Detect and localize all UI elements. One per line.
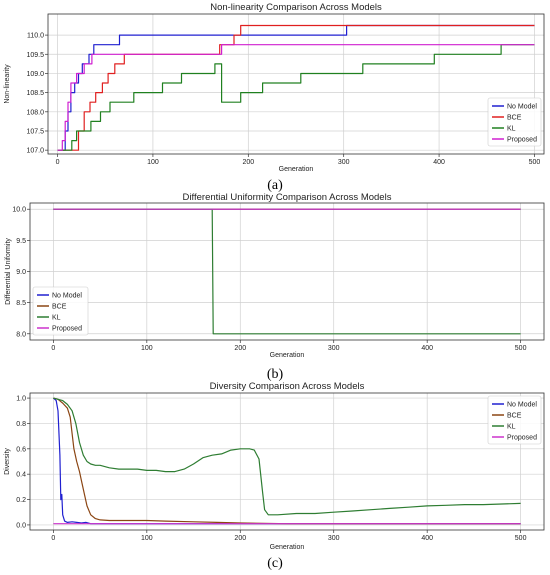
x-axis-label: Generation (279, 166, 314, 173)
y-tick-label: 9.0 (16, 269, 26, 276)
legend-entry: BCE (507, 413, 522, 420)
x-tick-label: 500 (515, 535, 527, 542)
series-line-kl (53, 397, 521, 516)
x-axis-label: Generation (270, 544, 305, 551)
x-tick-label: 200 (234, 535, 246, 542)
legend-entry: No Model (507, 104, 537, 111)
x-tick-label: 0 (51, 345, 55, 352)
chart-panel-0: 0 100 200 300 400 500 107.0 107.5 108.0 108.5 109.… (4, 2, 545, 193)
y-tick-label: 108.0 (26, 109, 44, 116)
legend-entry: Proposed (507, 435, 537, 442)
plot-frame (47, 13, 545, 155)
x-tick-label: 100 (141, 535, 153, 542)
x-tick-label: 0 (56, 159, 60, 166)
y-tick-label: 107.5 (26, 128, 44, 135)
x-axis-label: Generation (270, 352, 305, 359)
legend-box (487, 395, 542, 445)
series-line-proposed (57, 44, 535, 151)
y-axis-label: Non-linearity (4, 64, 11, 104)
legend: No Model BCE KL Proposed (487, 97, 542, 147)
series-group (53, 208, 521, 335)
plot-area (30, 393, 544, 530)
x-tick-label: 200 (234, 345, 246, 352)
chart-title: Differential Uniformity Comparison Acros… (183, 192, 392, 203)
y-tick-label: 109.0 (26, 71, 44, 78)
y-axis-label: Diversity (4, 448, 11, 475)
y-tick-label: 110.0 (27, 33, 44, 40)
series-group (57, 24, 535, 151)
y-tick-label: 108.5 (26, 90, 44, 97)
y-tick-label: 109.5 (26, 52, 44, 59)
y-tick-label: 1.0 (16, 396, 26, 403)
y-tick-label: 0.6 (16, 446, 26, 453)
x-tick-label: 300 (338, 159, 350, 166)
chart-panel-2: 0 100 200 300 400 500 0.0 0.2 0.4 0.6 0.8 1.0 Divers… (4, 381, 545, 571)
legend-entry: KL (52, 315, 61, 322)
plot-frame (29, 392, 545, 531)
legend-box (487, 97, 542, 147)
x-tick-label: 500 (529, 159, 541, 166)
legend-entry: BCE (52, 304, 67, 311)
series-line-bce (53, 397, 521, 525)
series-line-kl (57, 44, 535, 151)
y-tick-label: 0.4 (16, 472, 26, 479)
x-tick-label: 100 (147, 159, 159, 166)
legend: No Model BCE KL Proposed (32, 286, 89, 336)
x-tick-label: 300 (328, 345, 340, 352)
legend-entry: No Model (52, 293, 82, 300)
panel-label: (a) (267, 178, 283, 193)
chart-panel-1: 0 100 200 300 400 500 8.0 8.5 9.0 9.5 10.0 Differen… (5, 192, 545, 382)
plot-frame (29, 202, 545, 341)
legend-entry: No Model (507, 402, 537, 409)
y-tick-label: 9.5 (16, 238, 26, 245)
legend: No Model BCE KL Proposed (487, 395, 542, 445)
y-tick-label: 10.0 (12, 207, 26, 214)
y-tick-label: 8.0 (16, 331, 26, 338)
y-tick-label: 107.0 (26, 148, 44, 155)
x-tick-label: 300 (328, 535, 340, 542)
panel-label: (b) (267, 367, 284, 382)
y-tick-label: 8.5 (16, 300, 26, 307)
chart-title: Non-linearity Comparison Across Models (210, 2, 382, 13)
x-tick-label: 200 (242, 159, 254, 166)
x-tick-label: 500 (515, 345, 527, 352)
legend-entry: BCE (507, 115, 522, 122)
y-tick-label: 0.0 (16, 522, 26, 529)
y-axis-label: Differential Uniformity (5, 238, 12, 305)
x-tick-label: 400 (433, 159, 445, 166)
series-line-no-model (53, 397, 521, 525)
series-group (53, 397, 521, 525)
x-tick-label: 400 (421, 345, 433, 352)
legend-box (32, 286, 89, 336)
x-tick-label: 100 (141, 345, 153, 352)
y-tick-label: 0.8 (16, 421, 26, 428)
chart-title: Diversity Comparison Across Models (210, 381, 365, 392)
x-tick-label: 0 (51, 535, 55, 542)
y-tick-label: 0.2 (16, 497, 26, 504)
legend-entry: KL (507, 126, 516, 133)
legend-entry: Proposed (507, 137, 537, 144)
panel-label: (c) (267, 556, 283, 571)
legend-entry: Proposed (52, 326, 82, 333)
legend-entry: KL (507, 424, 516, 431)
x-tick-label: 400 (421, 535, 433, 542)
